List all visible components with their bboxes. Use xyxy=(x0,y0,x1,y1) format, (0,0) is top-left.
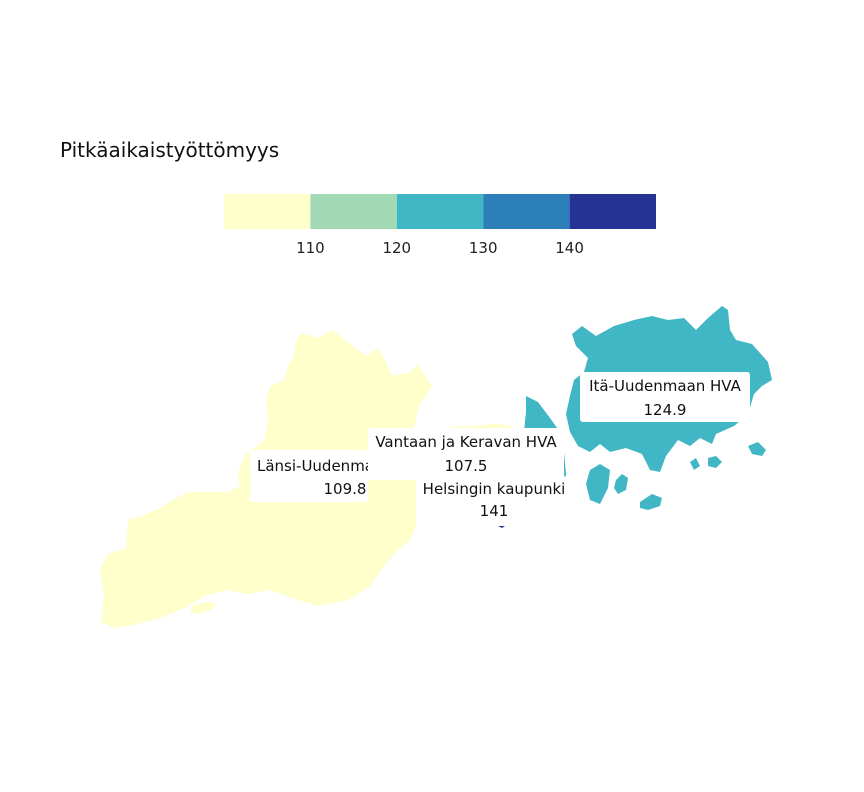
label-helsinki: Helsingin kaupunki 141 xyxy=(416,476,566,526)
legend-swatch-1 xyxy=(224,194,311,229)
region-name-vantaa: Vantaan ja Keravan HVA xyxy=(375,433,557,451)
label-lansi-uusimaa: Länsi-Uudenmaan HVA 109.8 xyxy=(250,450,429,502)
legend-tick-130: 130 xyxy=(469,239,498,257)
label-ita-uusimaa: Itä-Uudenmaan HVA 124.9 xyxy=(580,372,750,422)
legend-ticks: 110 120 130 140 xyxy=(296,239,584,257)
region-value-ita: 124.9 xyxy=(644,401,687,419)
legend-swatch-4 xyxy=(483,194,570,229)
label-box xyxy=(416,476,566,526)
region-value-lansi: 109.8 xyxy=(324,480,367,498)
label-box xyxy=(250,450,368,502)
region-name-helsinki: Helsingin kaupunki xyxy=(423,480,566,498)
region-value-helsinki: 141 xyxy=(480,502,509,520)
region-name-ita: Itä-Uudenmaan HVA xyxy=(589,377,742,395)
legend-tick-140: 140 xyxy=(555,239,584,257)
legend-tick-120: 120 xyxy=(382,239,411,257)
legend-colorbar xyxy=(224,194,656,229)
label-box xyxy=(368,428,564,480)
legend-swatch-2 xyxy=(310,194,397,229)
region-value-vantaa: 107.5 xyxy=(445,457,488,475)
legend-title: Pitkäaikaistyöttömyys xyxy=(60,138,280,162)
label-box xyxy=(580,372,750,422)
legend-tick-110: 110 xyxy=(296,239,325,257)
legend-swatch-5 xyxy=(569,194,656,229)
region-name-lansi: Länsi-Uudenmaan HVA xyxy=(257,457,429,475)
legend-swatch-3 xyxy=(396,194,484,229)
label-vantaa-kerava: Vantaan ja Keravan HVA 107.5 xyxy=(368,428,564,480)
